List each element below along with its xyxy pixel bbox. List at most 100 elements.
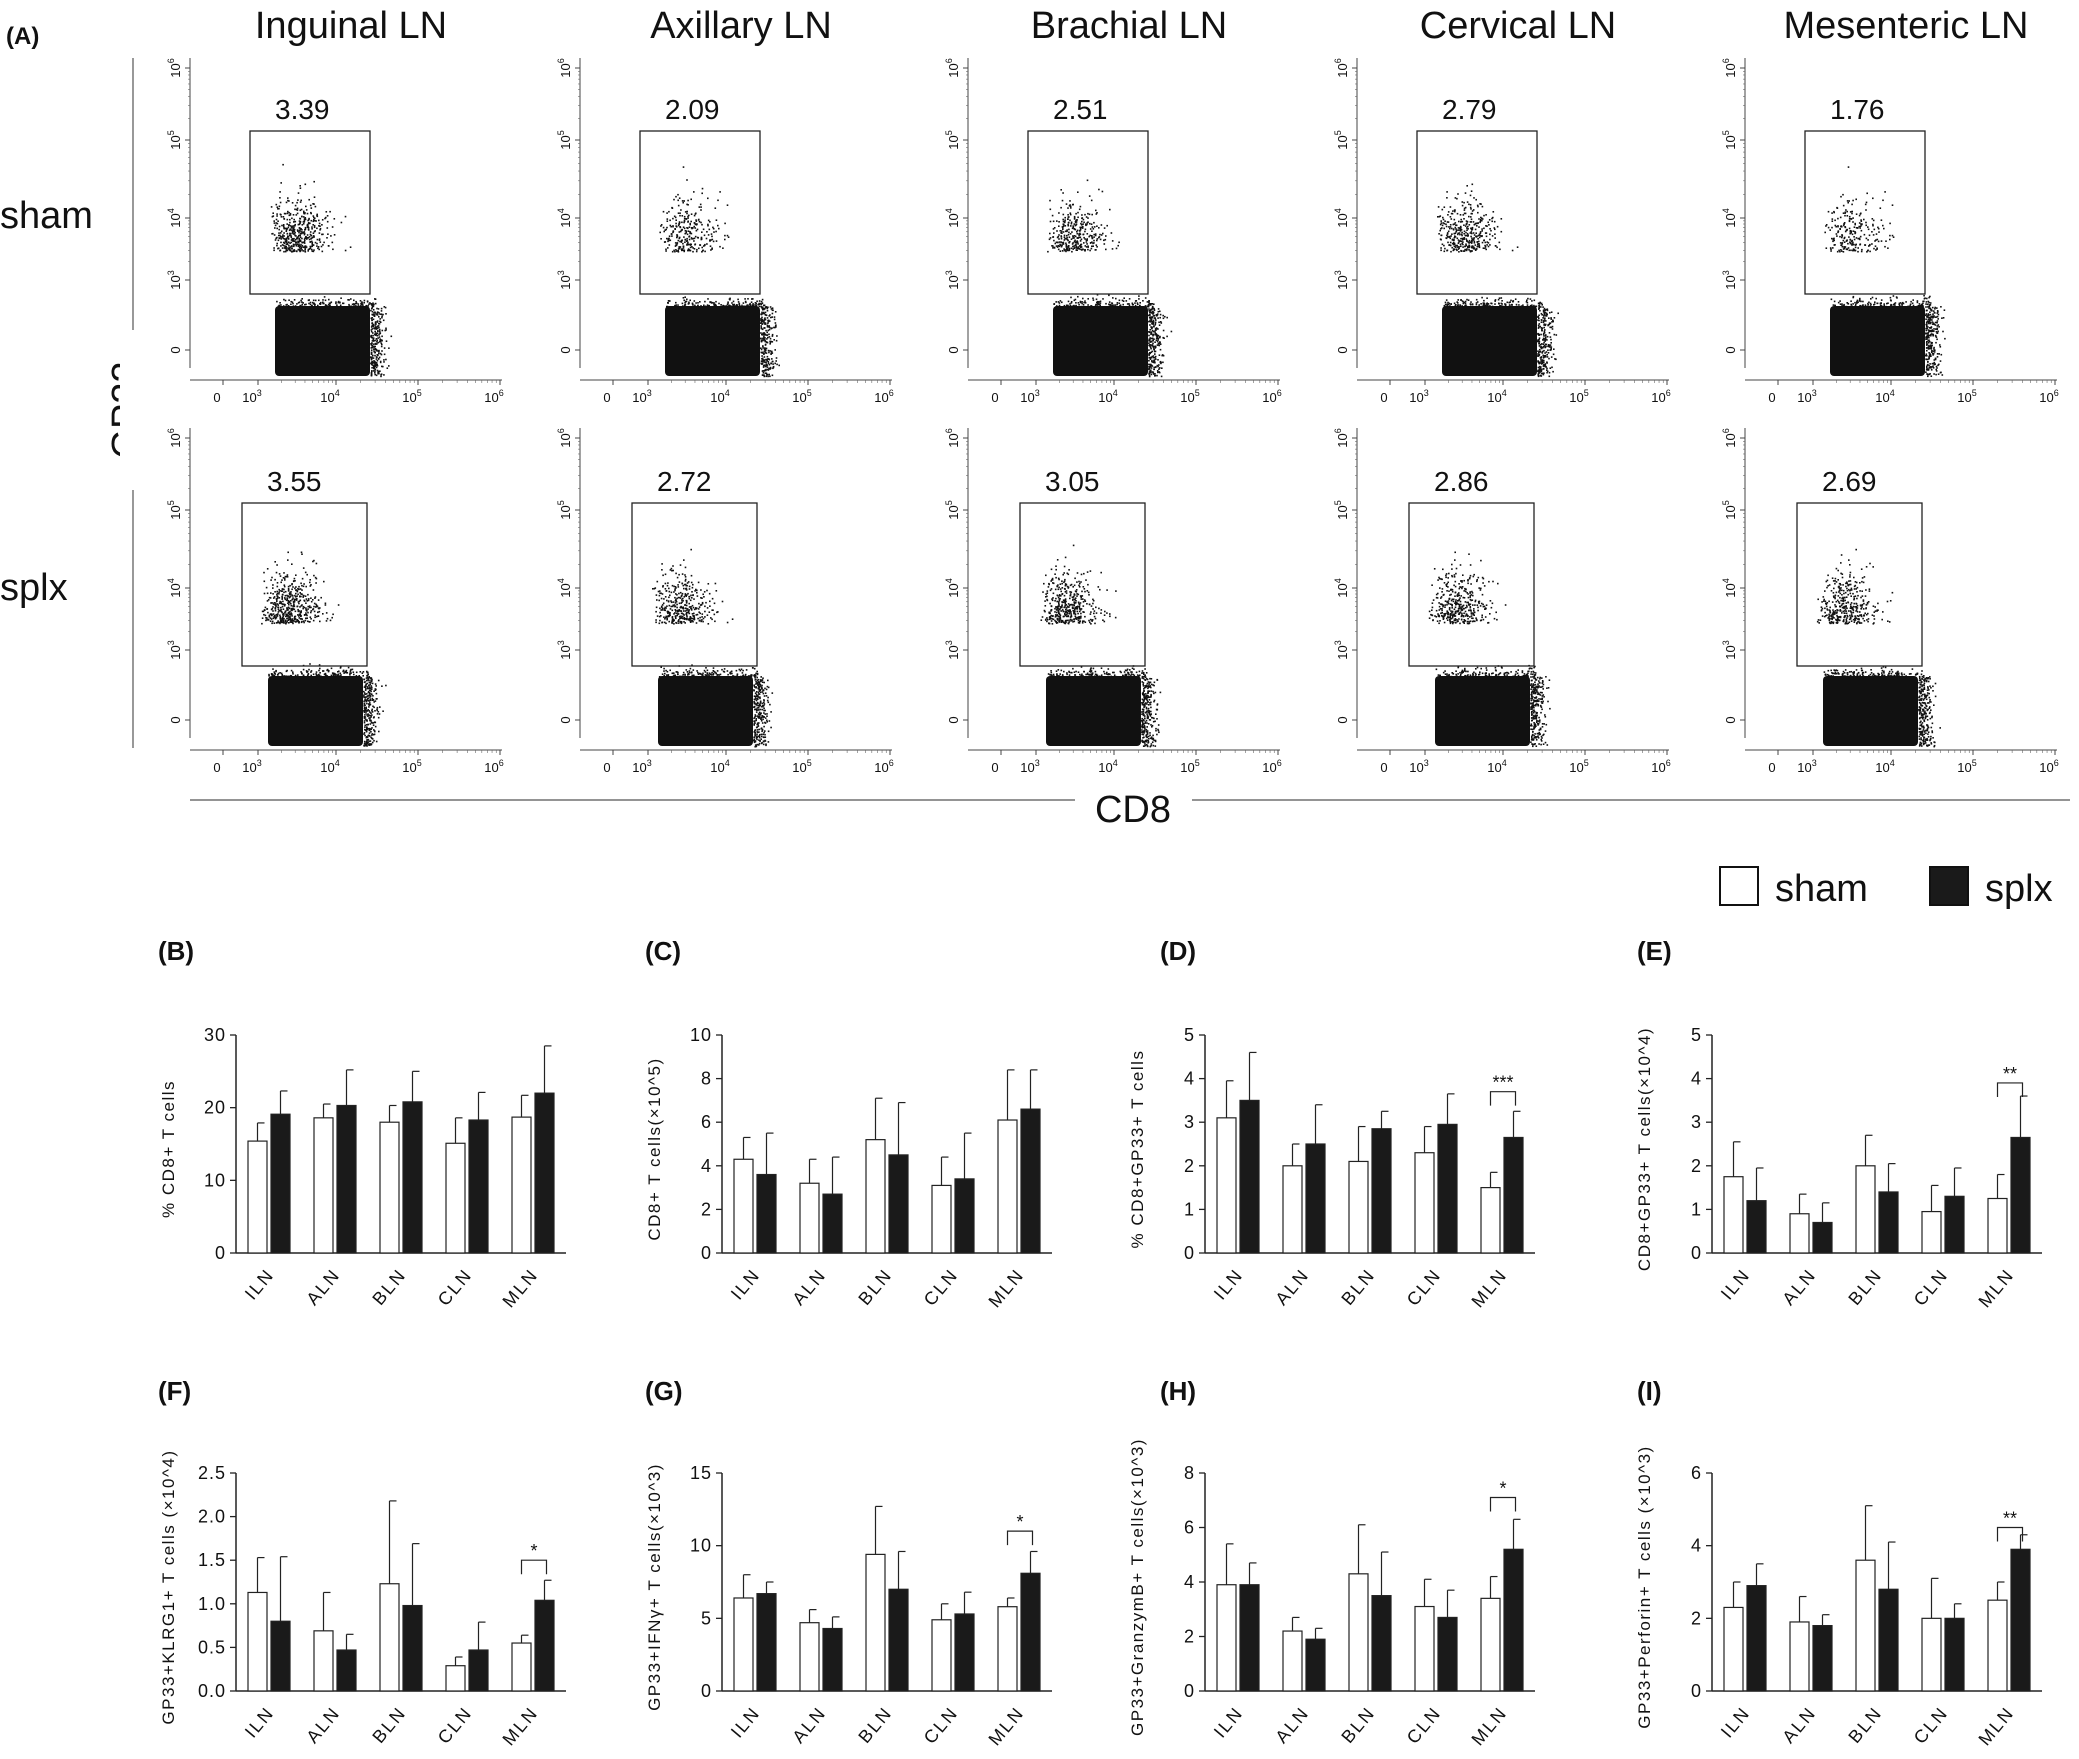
flow-event: [663, 230, 665, 233]
flow-event: [274, 609, 277, 612]
flow-event: [374, 302, 377, 305]
flow-event: [1477, 243, 1479, 246]
flow-event: [283, 218, 286, 220]
flow-event: [325, 620, 328, 622]
flow-event: [1443, 250, 1446, 253]
flow-event: [319, 229, 321, 231]
flow-event: [683, 220, 686, 223]
flow-event: [293, 604, 295, 607]
flow-event: [1829, 229, 1831, 231]
flow-event: [365, 688, 367, 690]
flow-event: [287, 226, 290, 229]
flow-event: [762, 337, 765, 340]
flow-event: [724, 222, 726, 225]
flow-event: [1092, 228, 1095, 230]
flow-y-tick-label: 104: [166, 208, 183, 227]
flow-event: [1112, 297, 1114, 299]
flow-event: [683, 250, 685, 253]
flow-event: [776, 363, 778, 366]
flow-event: [273, 222, 276, 224]
flow-event: [379, 339, 381, 342]
flow-event: [765, 372, 768, 375]
flow-event: [1083, 305, 1086, 308]
flow-event: [1100, 234, 1103, 236]
flow-event: [366, 739, 368, 741]
flow-event: [1871, 231, 1873, 233]
flow-event: [279, 575, 282, 577]
flow-event: [376, 325, 379, 328]
flow-event: [1845, 305, 1848, 308]
flow-event: [296, 241, 298, 244]
flow-event: [693, 248, 696, 250]
flow-event: [1060, 189, 1062, 191]
flow-event: [285, 249, 288, 252]
flow-event: [363, 678, 365, 681]
flow-event: [698, 206, 701, 208]
flow-event: [1103, 227, 1106, 229]
flow-event: [1550, 347, 1552, 350]
flow-event: [687, 243, 689, 245]
flow-x-tick-label: 0: [991, 390, 998, 405]
flow-event: [1864, 203, 1867, 206]
flow-event: [293, 250, 296, 252]
flow-event: [773, 318, 776, 321]
flow-event: [700, 209, 702, 211]
flow-event: [366, 728, 368, 731]
flow-event: [1927, 335, 1929, 338]
flow-event: [1843, 304, 1845, 307]
flow-event: [1928, 319, 1931, 322]
flow-event: [364, 698, 366, 701]
flow-event: [1873, 304, 1875, 306]
flow-event: [733, 305, 736, 307]
flow-event: [1926, 297, 1928, 300]
flow-event: [682, 249, 685, 251]
flow-event: [281, 611, 283, 614]
flow-event: [285, 201, 288, 204]
flow-event: [309, 581, 311, 584]
flow-event: [1442, 222, 1445, 224]
flow-event: [1478, 236, 1481, 239]
flow-event: [703, 234, 706, 237]
flow-x-tick-label: 104: [1487, 388, 1506, 405]
flow-event: [289, 214, 292, 216]
flow-event: [299, 613, 302, 615]
flow-event: [769, 343, 771, 345]
flow-event: [1075, 249, 1078, 251]
flow-x-tick-label: 103: [242, 388, 261, 405]
flow-event: [698, 218, 700, 221]
flow-event: [1461, 238, 1464, 241]
flow-event: [1928, 354, 1931, 357]
flow-event: [272, 613, 275, 615]
flow-event: [1931, 315, 1934, 318]
flow-x-tick-label: 106: [484, 758, 503, 775]
flow-event: [1154, 328, 1157, 330]
flow-event: [1467, 241, 1470, 243]
flow-event: [684, 211, 687, 213]
flow-event: [1892, 295, 1895, 297]
flow-event: [1075, 212, 1077, 215]
flow-event: [1872, 223, 1874, 226]
flow-event: [1500, 218, 1503, 220]
flow-event: [273, 247, 275, 249]
flow-event: [366, 687, 369, 690]
flow-event: [695, 223, 697, 225]
flow-event: [302, 567, 305, 569]
flow-event: [1935, 330, 1938, 333]
flow-event: [1831, 220, 1834, 222]
flow-event: [684, 301, 686, 304]
flow-event: [1836, 206, 1838, 209]
flow-event: [1072, 226, 1075, 229]
flow-gate: [1416, 130, 1538, 295]
flow-event: [687, 199, 689, 202]
flow-event: [1925, 358, 1928, 361]
flow-event: [724, 238, 726, 241]
flow-event: [1151, 306, 1154, 309]
flow-event: [742, 302, 745, 304]
flow-event: [1925, 306, 1927, 308]
flow-event: [296, 620, 298, 622]
flow-event: [281, 588, 284, 590]
flow-event: [369, 689, 372, 691]
flow-event: [682, 242, 684, 245]
flow-event: [293, 237, 295, 240]
flow-event: [1850, 232, 1852, 234]
